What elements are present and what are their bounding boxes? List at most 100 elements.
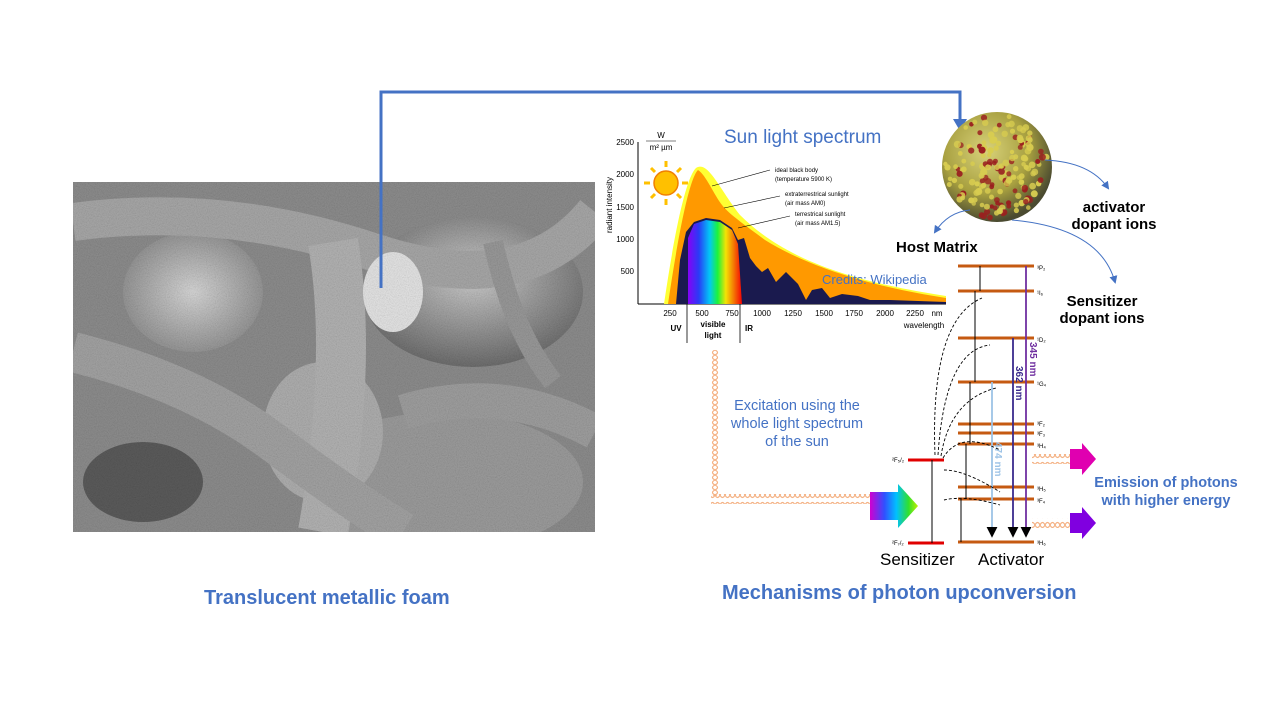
sensitizer-axis-label: Sensitizer [880,550,955,569]
sensitizer-ion [1029,182,1036,190]
sun-icon [644,161,688,205]
band-ir: IR [745,324,753,333]
foam-caption: Translucent metallic foam [204,587,450,609]
sensitizer-ion [1016,175,1022,181]
spectrum-credits: Credits: Wikipedia [822,272,928,287]
level-label: ¹D₂ [1037,338,1046,344]
spectrum-unit-bottom: m² µm [650,143,673,152]
sensitizer-ion [947,176,953,182]
sensitizer-ion [1025,141,1032,148]
sensitizer-ion [1008,120,1015,128]
excitation-line-3: of the sun [765,434,829,450]
sensitizer-ion [951,177,958,184]
activator-ion [978,146,986,154]
activator-ion [989,204,994,209]
sensitizer-ion [968,178,976,186]
excitation-wave [711,350,870,504]
spectrum-xlabel: wavelength [903,321,944,330]
activator-ion [998,168,1005,175]
activator-ion [1017,144,1023,150]
sensitizer-ion [972,197,978,203]
sensitizer-ion [978,172,985,179]
y-tick: 1500 [616,203,634,212]
sensitizer-ion [1030,170,1036,177]
sensitizer-ion [1021,162,1026,167]
sensitizer-ion [1009,149,1015,155]
sensitizer-ion [985,164,992,171]
x-tick: 1250 [784,309,802,318]
host-matrix-label: Host Matrix [896,239,978,256]
activator-ion [1038,148,1044,155]
excitation-line-1: Excitation using the [734,398,860,414]
legend-blackbody: ideal black body [775,168,818,174]
connector-line [379,90,962,288]
sensitizer-ion [979,202,985,208]
activator-ion [992,161,997,166]
band-light: light [705,331,722,340]
level-label: ²F₇/₂ [892,541,904,547]
level-label: ²F₅/₂ [892,458,905,464]
sensitizer-ion [1003,179,1011,187]
spectrum-ylabel: radiant intensity [605,177,614,233]
activator-ion [1035,159,1041,164]
legend-am15-note: (air mass AM1.5) [795,221,840,227]
level-label: ³H₆ [1037,541,1046,547]
sensitizer-dopant-label: Sensitizer dopant ions [1052,293,1152,327]
transition-345-label: 345 nm [1027,342,1038,377]
band-uv: UV [670,324,682,333]
sensitizer-ion [1026,205,1031,210]
spectrum-x-ticks: 250 500 750 1000 1250 1500 1750 2000 225… [663,309,924,318]
legend-am0-note: (air mass AM0) [785,201,825,207]
sensitizer-ion [1025,135,1033,142]
activator-ion [996,122,1002,128]
sensitizer-ion [970,161,975,166]
activator-ion [992,205,998,211]
sensitizer-ion [961,158,967,164]
sensitizer-ion [963,125,968,130]
sensitizer-ion [998,163,1005,169]
level-label: ³F₄ [1037,499,1046,505]
sensitizer-ion [953,140,962,148]
sensitizer-ion [989,194,994,200]
activator-line-2: dopant ions [1071,216,1157,233]
sensitizer-ion [1009,154,1016,162]
sensitizer-ion [972,119,978,125]
transition-474-label: 474 nm [992,442,1003,477]
legend-blackbody-temp: (temperature 5900 K) [775,177,832,183]
x-tick: 2000 [876,309,894,318]
sensitizer-ion [996,208,1003,215]
y-tick: 500 [621,267,635,276]
activator-ion [956,170,963,177]
activator-ion [1012,188,1018,194]
sensitizer-ion [1020,154,1028,162]
activator-ion [980,114,988,121]
level-label: ³H₅ [1037,487,1046,493]
sensitizer-ion [1009,128,1016,134]
activator-ion [1006,171,1012,177]
sensitizer-ion [953,164,958,170]
sensitizer-ion [1006,114,1012,120]
nanoparticle [942,112,1052,222]
transition-362-label: 362 nm [1013,366,1024,401]
activator-ion [995,200,1000,206]
sensitizer-level-labels: ²F₅/₂ ²F₇/₂ [892,458,905,547]
level-label: ³F₂ [1037,422,1046,428]
activator-ion [979,178,986,184]
y-tick: 1000 [616,235,634,244]
energy-diagram [908,264,1096,545]
level-label: ³F₃ [1037,432,1046,438]
sensitizer-ion [987,152,992,158]
activator-ion [986,158,994,165]
sensitizer-ion [982,119,989,127]
emission-line-1: Emission of photons [1094,475,1238,491]
legend-am15: terrestrical sunlight [795,212,846,218]
x-tick: 2250 [906,309,924,318]
activator-ion [1006,203,1012,209]
sensitizer-ion [1013,207,1020,214]
activator-ion [984,178,992,185]
activator-ion [1023,199,1029,205]
sensitizer-ion [1028,161,1036,169]
x-tick: 500 [695,309,709,318]
y-tick: 2500 [616,138,634,147]
sensitizer-ion [1022,124,1030,131]
